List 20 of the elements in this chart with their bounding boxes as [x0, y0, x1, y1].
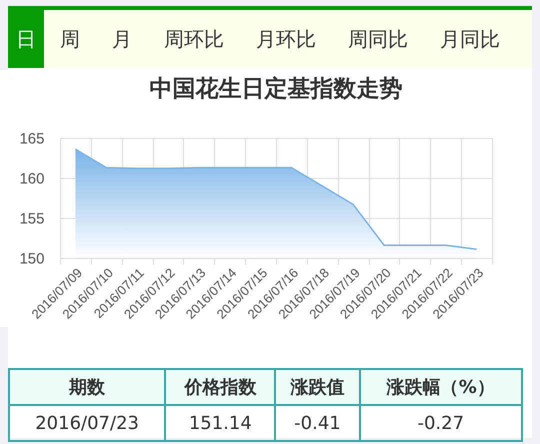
text: 涨跌幅（%） — [360, 369, 522, 405]
text: 周 — [59, 26, 81, 52]
y-tick-label: 155 — [19, 210, 44, 228]
text: -0.41 — [275, 405, 360, 441]
chart-title: 中国花生日定基指数走势 — [150, 75, 402, 102]
text: 价格指数 — [165, 369, 276, 405]
text: 151.14 — [165, 405, 276, 441]
y-tick-label: 150 — [19, 250, 44, 268]
text: 月 — [111, 26, 133, 52]
text: 日 — [8, 10, 44, 68]
text: 周环比 — [163, 26, 225, 52]
text: 期数 — [9, 369, 166, 405]
y-tick-label: 165 — [19, 130, 44, 148]
y-tick-label: 160 — [19, 170, 44, 188]
text: 2016/07/23 — [9, 405, 166, 441]
text: 月同比 — [439, 26, 501, 52]
text: 周同比 — [347, 26, 409, 52]
text: 月环比 — [255, 26, 317, 52]
text: -0.27 — [360, 405, 522, 441]
text: 涨跌值 — [275, 369, 360, 405]
